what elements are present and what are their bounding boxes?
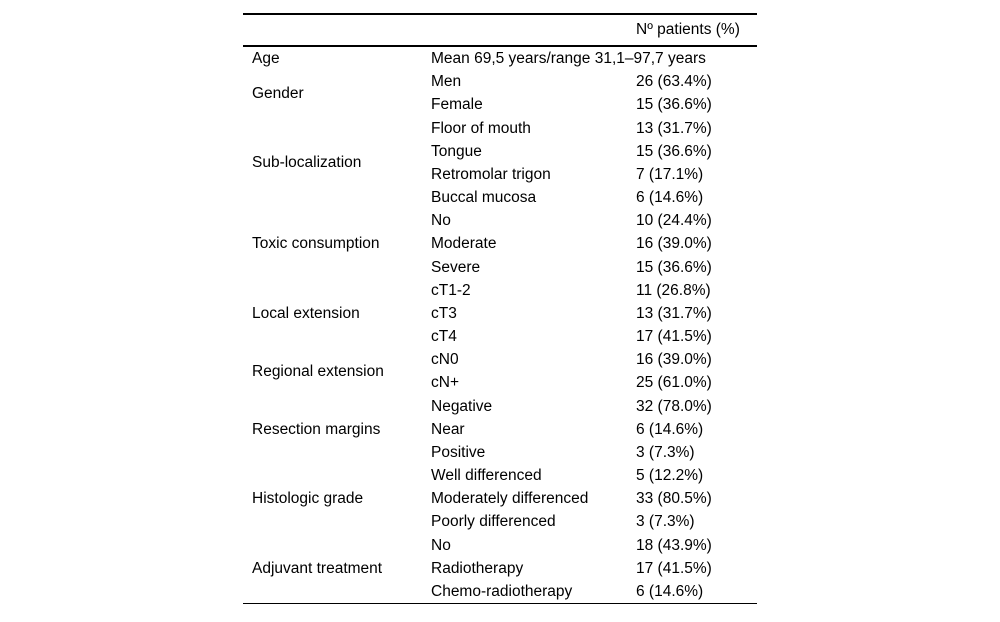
value-cell: 6 (14.6%): [636, 420, 704, 438]
header-category-spacer: [243, 14, 431, 47]
value-cell: 25 (61.0%): [636, 374, 712, 392]
category-cell: Sub-localization: [252, 154, 362, 172]
subcategory-cell: No: [431, 212, 451, 230]
table-row: Sub-localization Floor of mouth 13 (31.7%): [243, 117, 757, 172]
value-cell: 32 (78.0%): [636, 397, 712, 415]
table-header: Nº patients (%): [243, 14, 757, 47]
value-cell: 6 (14.6%): [636, 189, 704, 207]
table-row: cT4 17 (41.5%): [243, 325, 757, 348]
table-row: Histologic grade Well differenced 5 (12.2%…: [243, 464, 757, 507]
table-row: Buccal mucosa 6 (14.6%): [243, 186, 757, 209]
subcategory-cell: Female: [431, 96, 483, 114]
header-n-patients: Nº patients (%): [636, 14, 757, 47]
value-cell: 13 (31.7%): [636, 304, 712, 322]
value-cell: 15 (36.6%): [636, 142, 712, 160]
table-body: Age Mean 69,5 years/range 31,1–97,7 years…: [243, 46, 757, 604]
table-row: Age Mean 69,5 years/range 31,1–97,7 years: [243, 46, 757, 70]
subcategory-cell: Radiotherapy: [431, 559, 524, 577]
value-cell: 15 (36.6%): [636, 258, 712, 276]
header-subcategory-spacer: [431, 14, 636, 47]
category-cell: Local extension: [252, 304, 360, 322]
table-row: Radiotherapy 17 (41.5%): [243, 557, 757, 580]
subcategory-cell: Moderately differenced: [431, 490, 589, 508]
subcategory-cell: cN+: [431, 374, 459, 392]
category-cell: Adjuvant treatment: [252, 559, 383, 577]
subcategory-cell: Retromolar trigon: [431, 165, 551, 183]
table-row: Severe 15 (36.6%): [243, 256, 757, 279]
table-row: Moderate 16 (39.0%): [243, 232, 757, 255]
table-row: Female 15 (36.6%): [243, 93, 757, 116]
subcategory-cell: cT1-2: [431, 281, 471, 299]
subcategory-cell: Near: [431, 420, 465, 438]
subcategory-cell: Well differenced: [431, 467, 542, 485]
value-cell: 5 (12.2%): [636, 467, 704, 485]
value-cell: 16 (39.0%): [636, 351, 712, 369]
subcategory-cell: Negative: [431, 397, 493, 415]
subcategory-cell: cN0: [431, 351, 459, 369]
subcategory-cell: Floor of mouth: [431, 119, 531, 137]
value-cell: 11 (26.8%): [636, 281, 711, 299]
subcategory-cell: Mean 69,5 years/range 31,1–97,7 years: [431, 50, 706, 67]
value-cell: 10 (24.4%): [636, 212, 712, 230]
value-cell: 26 (63.4%): [636, 73, 712, 91]
table-row: Regional extension cN0 16 (39.0%): [243, 348, 757, 380]
patients-table: Nº patients (%) Age Mean 69,5 years/range…: [243, 13, 757, 605]
category-cell: Regional extension: [252, 362, 384, 380]
value-cell: 33 (80.5%): [636, 490, 712, 508]
table-row: Resection margins Negative 32 (78.0%): [243, 395, 757, 438]
table-row: Toxic consumption No 10 (24.4%): [243, 209, 757, 252]
subcategory-cell: Poorly differenced: [431, 513, 556, 531]
table-row: Local extension cT1-2 11 (26.8%): [243, 279, 757, 322]
table-row: cN+ 25 (61.0%): [243, 371, 757, 394]
subcategory-cell: cT4: [431, 328, 457, 346]
subcategory-cell: Moderate: [431, 235, 497, 253]
category-cell: Gender: [252, 84, 304, 102]
subcategory-cell: No: [431, 536, 451, 554]
subcategory-cell: Buccal mucosa: [431, 189, 537, 207]
subcategory-cell: Tongue: [431, 142, 482, 160]
value-cell: 17 (41.5%): [636, 559, 712, 577]
table-row: Retromolar trigon 7 (17.1%): [243, 163, 757, 186]
category-cell: Age: [252, 50, 280, 67]
table-row: Adjuvant treatment No 18 (43.9%): [243, 534, 757, 577]
value-cell: 13 (31.7%): [636, 119, 712, 137]
value-cell: 15 (36.6%): [636, 96, 712, 114]
header-row: Nº patients (%): [243, 14, 757, 47]
subcategory-cell: Severe: [431, 258, 481, 276]
value-cell: 16 (39.0%): [636, 235, 712, 253]
value-cell: 3 (7.3%): [636, 513, 695, 531]
subcategory-cell: Chemo-radiotherapy: [431, 582, 573, 600]
subcategory-cell: Positive: [431, 443, 486, 461]
table-row: Positive 3 (7.3%): [243, 441, 757, 464]
value-cell: 7 (17.1%): [636, 165, 704, 183]
table-row: cT3 13 (31.7%): [243, 302, 757, 325]
table-row: Gender Men 26 (63.4%): [243, 70, 757, 102]
table-row: Chemo-radiotherapy 6 (14.6%): [243, 580, 757, 604]
subcategory-cell: Men: [431, 73, 462, 91]
value-cell: 6 (14.6%): [636, 582, 704, 600]
table-row: Poorly differenced 3 (7.3%): [243, 510, 757, 533]
value-cell: 18 (43.9%): [636, 536, 712, 554]
value-cell: 3 (7.3%): [636, 443, 695, 461]
table-row: Tongue 15 (36.6%): [243, 140, 757, 163]
category-cell: Toxic consumption: [252, 235, 380, 253]
category-cell: Histologic grade: [252, 490, 364, 508]
category-cell: Resection margins: [252, 420, 381, 438]
table-row: Near 6 (14.6%): [243, 418, 757, 441]
subcategory-cell: cT3: [431, 304, 457, 322]
table-row: Moderately differenced 33 (80.5%): [243, 487, 757, 510]
value-cell: 17 (41.5%): [636, 328, 712, 346]
